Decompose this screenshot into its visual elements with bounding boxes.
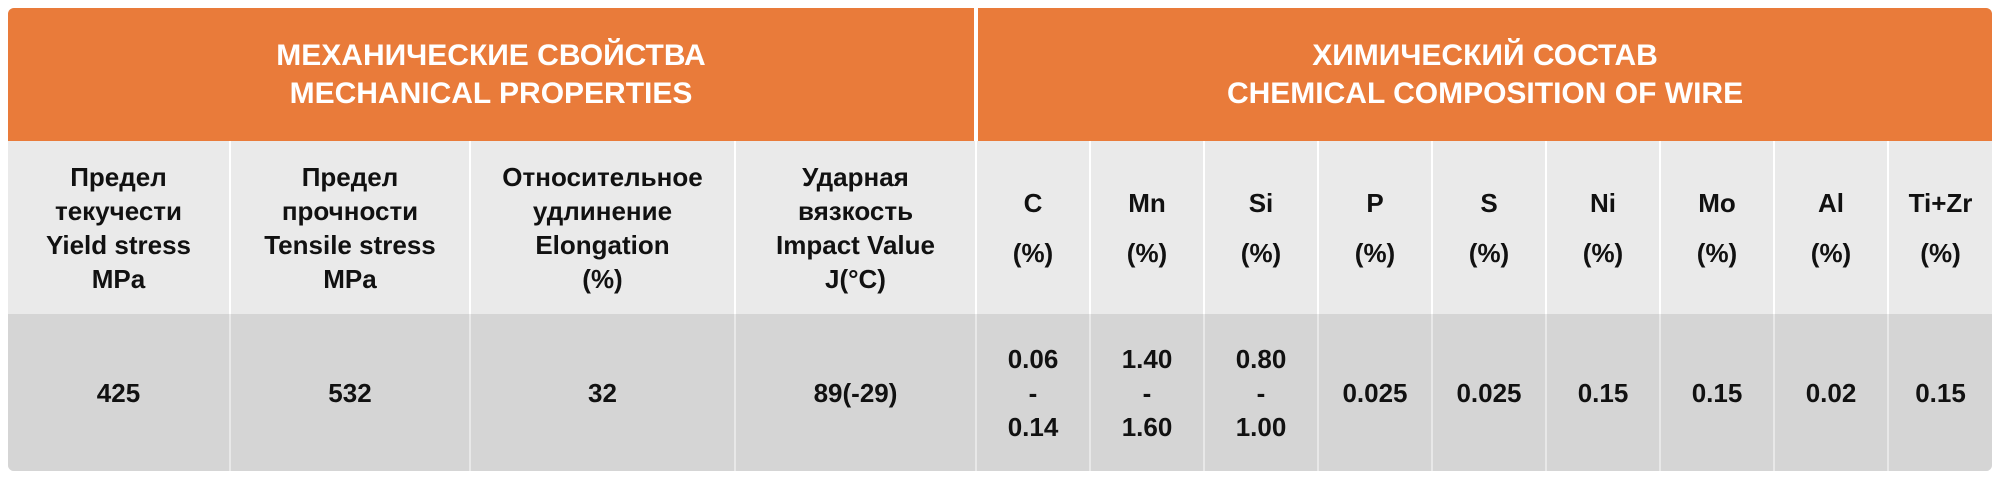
header-line: Предел xyxy=(301,161,399,192)
element-symbol: S xyxy=(1480,187,1498,218)
header-line: вязкость xyxy=(797,195,914,226)
chemical-composition-banner: ХИМИЧЕСКИЙ СОСТАВ CHEMICAL COMPOSITION O… xyxy=(976,8,1992,141)
element-unit: (%) xyxy=(1920,237,1961,268)
range-min: 0.06 xyxy=(1007,343,1059,374)
value-si: 0.80 - 1.00 xyxy=(1204,314,1319,471)
element-unit: (%) xyxy=(1240,237,1282,268)
element-unit: (%) xyxy=(1126,237,1168,268)
value-yield-stress: 425 xyxy=(8,314,231,471)
header-line: Elongation xyxy=(535,229,670,260)
values-row: 425 532 32 89(-29) 0.06 - 0.14 1.40 - 1.… xyxy=(8,314,1992,471)
element-symbol: Mo xyxy=(1698,187,1736,218)
range-max: 1.00 xyxy=(1235,411,1287,442)
header-line: прочности xyxy=(281,195,419,226)
value-s: 0.025 xyxy=(1432,314,1547,471)
element-symbol: Al xyxy=(1818,187,1844,218)
banner-mechanical-en: MECHANICAL PROPERTIES xyxy=(289,76,693,110)
properties-sheet: МЕХАНИЧЕСКИЕ СВОЙСТВА MECHANICAL PROPERT… xyxy=(8,8,1992,471)
element-symbol: Si xyxy=(1248,187,1274,218)
element-unit: (%) xyxy=(1354,237,1396,268)
element-symbol: C xyxy=(1023,187,1043,218)
banner-chemical-en: CHEMICAL COMPOSITION OF WIRE xyxy=(1226,76,1744,110)
header-line: Impact Value xyxy=(776,229,935,260)
value-p: 0.025 xyxy=(1318,314,1433,471)
value-c: 0.06 - 0.14 xyxy=(976,314,1091,471)
range-max: 0.14 xyxy=(1007,411,1059,442)
range-min: 1.40 xyxy=(1121,343,1173,374)
header-tensile-stress: Предел прочности Tensile stress MPa xyxy=(230,141,471,314)
header-line: MPa xyxy=(323,263,377,294)
value-ni: 0.15 xyxy=(1546,314,1661,471)
header-line: Ударная xyxy=(802,161,909,192)
element-symbol: Ti+Zr xyxy=(1908,187,1973,218)
header-ti-zr: Ti+Zr (%) xyxy=(1888,141,1992,314)
properties-table: МЕХАНИЧЕСКИЕ СВОЙСТВА MECHANICAL PROPERT… xyxy=(8,8,1992,471)
header-ni: Ni (%) xyxy=(1546,141,1661,314)
element-unit: (%) xyxy=(1012,237,1054,268)
header-al: Al (%) xyxy=(1774,141,1889,314)
element-unit: (%) xyxy=(1696,237,1738,268)
value-tensile-stress: 532 xyxy=(230,314,471,471)
element-unit: (%) xyxy=(1810,237,1852,268)
header-impact-value: Ударная вязкость Impact Value J(°C) xyxy=(735,141,977,314)
element-unit: (%) xyxy=(1582,237,1624,268)
range-separator: - xyxy=(1142,377,1152,408)
header-mo: Mo (%) xyxy=(1660,141,1775,314)
header-p: P (%) xyxy=(1318,141,1433,314)
value-elongation: 32 xyxy=(470,314,736,471)
header-line: Yield stress xyxy=(45,229,191,260)
value-mo: 0.15 xyxy=(1660,314,1775,471)
value-al: 0.02 xyxy=(1774,314,1889,471)
header-mn: Mn (%) xyxy=(1090,141,1205,314)
element-symbol: Mn xyxy=(1128,187,1166,218)
header-si: Si (%) xyxy=(1204,141,1319,314)
header-row: Предел текучести Yield stress MPa Предел… xyxy=(8,141,1992,314)
banner-mechanical-ru: МЕХАНИЧЕСКИЕ СВОЙСТВА xyxy=(276,38,706,72)
element-symbol: P xyxy=(1366,187,1384,218)
header-line: Tensile stress xyxy=(264,229,436,260)
header-line: (%) xyxy=(582,263,623,294)
header-line: MPa xyxy=(91,263,146,294)
banner-chemical-ru: ХИМИЧЕСКИЙ СОСТАВ xyxy=(1312,38,1658,72)
element-unit: (%) xyxy=(1468,237,1510,268)
element-symbol: Ni xyxy=(1590,187,1616,218)
banner-row: МЕХАНИЧЕСКИЕ СВОЙСТВА MECHANICAL PROPERT… xyxy=(8,8,1992,141)
range-separator: - xyxy=(1256,377,1266,408)
mechanical-properties-banner: МЕХАНИЧЕСКИЕ СВОЙСТВА MECHANICAL PROPERT… xyxy=(8,8,978,141)
header-line: Предел xyxy=(70,161,167,192)
value-impact: 89(-29) xyxy=(735,314,977,471)
value-mn: 1.40 - 1.60 xyxy=(1090,314,1205,471)
range-max: 1.60 xyxy=(1121,411,1173,442)
header-line: Относительное xyxy=(502,161,703,192)
header-line: J(°C) xyxy=(825,263,886,294)
header-line: удлинение xyxy=(532,195,673,226)
header-elongation: Относительное удлинение Elongation (%) xyxy=(470,141,736,314)
header-yield-stress: Предел текучести Yield stress MPa xyxy=(8,141,231,314)
range-separator: - xyxy=(1028,377,1038,408)
range-min: 0.80 xyxy=(1235,343,1287,374)
value-ti-zr: 0.15 xyxy=(1888,314,1992,471)
header-c: C (%) xyxy=(976,141,1091,314)
header-s: S (%) xyxy=(1432,141,1547,314)
header-line: текучести xyxy=(54,195,183,226)
